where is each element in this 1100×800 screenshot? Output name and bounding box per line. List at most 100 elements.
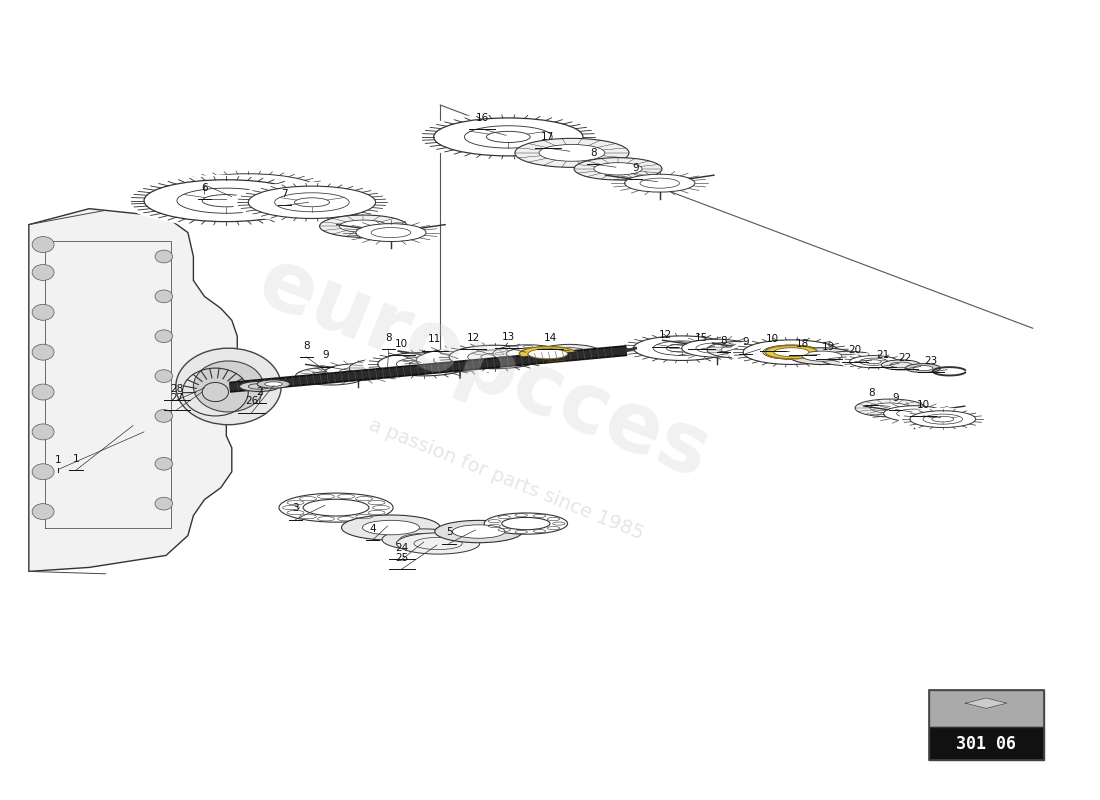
Ellipse shape xyxy=(157,170,339,216)
Text: 5: 5 xyxy=(446,527,452,537)
Ellipse shape xyxy=(363,349,485,380)
Ellipse shape xyxy=(515,138,629,167)
Ellipse shape xyxy=(484,513,568,534)
Circle shape xyxy=(32,384,54,400)
Text: 6: 6 xyxy=(201,182,208,193)
Text: europcces: europcces xyxy=(246,241,722,495)
Ellipse shape xyxy=(232,182,392,222)
Ellipse shape xyxy=(396,533,480,554)
Circle shape xyxy=(155,290,173,302)
Text: 17: 17 xyxy=(541,132,554,142)
Ellipse shape xyxy=(279,493,393,522)
Ellipse shape xyxy=(296,367,365,385)
Text: 9: 9 xyxy=(892,393,899,403)
Text: 21: 21 xyxy=(876,350,889,360)
Ellipse shape xyxy=(899,408,987,430)
Ellipse shape xyxy=(362,520,419,535)
Ellipse shape xyxy=(365,362,409,374)
Circle shape xyxy=(32,304,54,320)
Ellipse shape xyxy=(722,345,759,354)
Circle shape xyxy=(155,370,173,382)
Circle shape xyxy=(32,344,54,360)
Ellipse shape xyxy=(913,366,933,370)
Text: 8: 8 xyxy=(385,333,392,342)
Text: 15: 15 xyxy=(695,333,708,342)
Text: 16: 16 xyxy=(475,113,488,122)
Text: 9: 9 xyxy=(632,162,639,173)
Text: 4: 4 xyxy=(368,524,375,534)
Polygon shape xyxy=(966,698,1006,709)
Text: 13: 13 xyxy=(502,332,515,342)
Ellipse shape xyxy=(311,371,350,381)
Text: 22: 22 xyxy=(898,353,911,362)
Ellipse shape xyxy=(528,349,568,358)
Circle shape xyxy=(32,424,54,440)
Text: 28: 28 xyxy=(170,384,184,394)
Text: 1: 1 xyxy=(55,455,62,466)
Ellipse shape xyxy=(265,382,283,386)
Ellipse shape xyxy=(452,525,505,538)
Circle shape xyxy=(32,237,54,253)
Ellipse shape xyxy=(240,382,279,391)
Ellipse shape xyxy=(881,360,921,370)
Ellipse shape xyxy=(883,406,945,422)
Text: 10: 10 xyxy=(767,334,779,344)
Ellipse shape xyxy=(434,520,522,542)
Ellipse shape xyxy=(349,358,426,378)
Text: 14: 14 xyxy=(543,333,557,342)
Circle shape xyxy=(32,504,54,519)
Text: 8: 8 xyxy=(304,341,310,350)
Ellipse shape xyxy=(773,348,808,357)
Ellipse shape xyxy=(682,339,752,357)
Text: 8: 8 xyxy=(720,336,727,346)
FancyBboxPatch shape xyxy=(928,690,1044,726)
Text: 1: 1 xyxy=(73,454,79,464)
Ellipse shape xyxy=(839,353,908,370)
Ellipse shape xyxy=(733,342,793,358)
Ellipse shape xyxy=(618,332,745,364)
Ellipse shape xyxy=(728,336,855,368)
Ellipse shape xyxy=(802,351,842,361)
Text: 25: 25 xyxy=(395,553,408,562)
Text: 26: 26 xyxy=(245,396,258,406)
Ellipse shape xyxy=(355,224,426,242)
Circle shape xyxy=(32,464,54,480)
Circle shape xyxy=(176,348,282,425)
Ellipse shape xyxy=(707,342,772,358)
Text: 19: 19 xyxy=(822,342,835,352)
Polygon shape xyxy=(29,209,238,571)
Ellipse shape xyxy=(539,344,601,360)
Ellipse shape xyxy=(625,174,695,192)
Circle shape xyxy=(32,265,54,281)
Ellipse shape xyxy=(820,351,877,366)
Circle shape xyxy=(155,330,173,342)
Text: 9: 9 xyxy=(742,338,749,347)
Ellipse shape xyxy=(339,220,387,232)
Text: 12: 12 xyxy=(466,333,480,342)
Text: a passion for parts since 1985: a passion for parts since 1985 xyxy=(366,416,647,544)
Text: 12: 12 xyxy=(659,330,672,340)
Circle shape xyxy=(155,498,173,510)
Ellipse shape xyxy=(434,342,556,373)
Ellipse shape xyxy=(905,364,940,373)
Text: 10: 10 xyxy=(395,339,408,349)
Text: 20: 20 xyxy=(848,346,861,355)
Circle shape xyxy=(194,361,264,412)
Ellipse shape xyxy=(257,380,290,388)
Ellipse shape xyxy=(493,345,563,362)
Ellipse shape xyxy=(594,162,642,175)
Text: 8: 8 xyxy=(591,148,597,158)
Text: 18: 18 xyxy=(795,339,808,349)
Ellipse shape xyxy=(382,529,465,550)
Circle shape xyxy=(155,458,173,470)
Text: 24: 24 xyxy=(395,543,408,553)
Ellipse shape xyxy=(855,399,925,417)
Circle shape xyxy=(155,250,173,263)
Text: 301 06: 301 06 xyxy=(956,734,1016,753)
Ellipse shape xyxy=(326,364,390,381)
Text: 23: 23 xyxy=(924,356,937,366)
Text: 3: 3 xyxy=(293,503,299,514)
Text: 9: 9 xyxy=(323,350,330,360)
Ellipse shape xyxy=(574,158,662,180)
FancyBboxPatch shape xyxy=(928,726,1044,760)
